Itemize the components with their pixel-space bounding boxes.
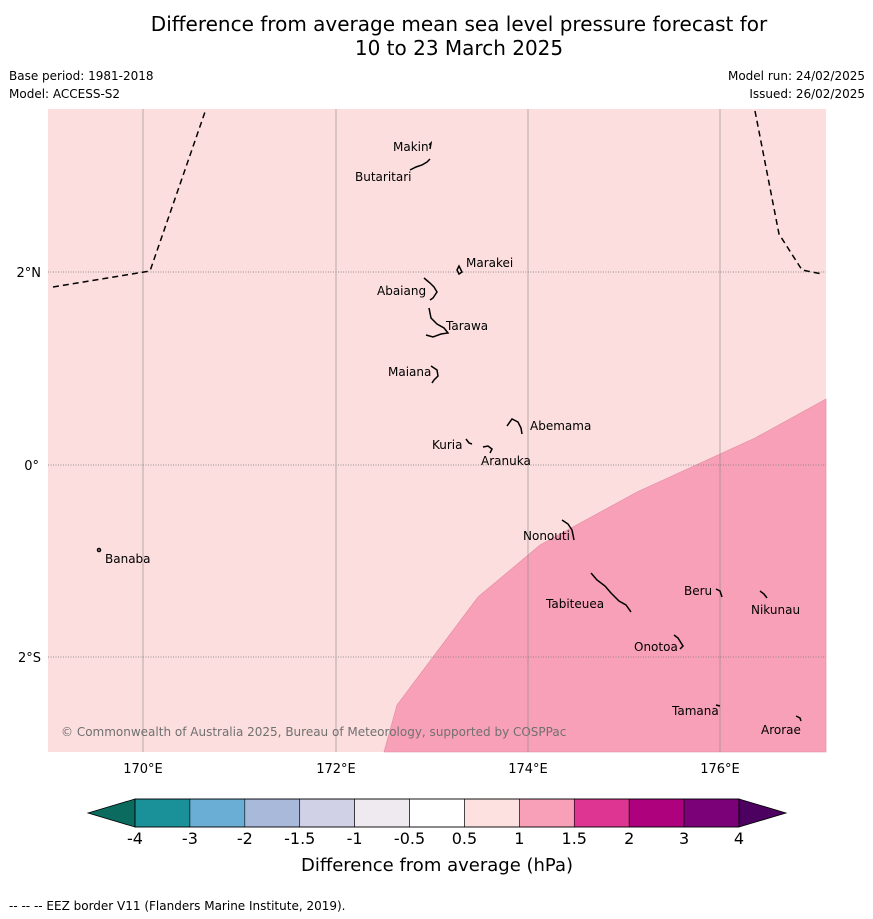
island-label: Makin [393,140,429,154]
y-tick-label: 0° [24,459,39,474]
colorbar-tick-label: -3 [182,829,198,848]
graticule-lat [48,271,826,658]
island-shape-tamana [715,704,721,707]
island-label: Tamana [671,704,719,718]
colorbar: -4 -3 -2 -1.5 -1 -0.5 0.5 1 1.5 2 3 4 Difference fr… [86,798,788,876]
island-label: Nikunau [751,603,800,617]
island-label: Onotoa [634,640,678,654]
base-period: Base period: 1981-2018 [9,69,154,83]
eez-footnote: -- -- -- EEZ border V11 (Flanders Marine… [9,899,346,913]
island-shape-banaba [96,547,102,553]
island-label: Arorae [761,723,801,737]
colorbar-bin [573,798,630,828]
colorbar-tick-label: -1.5 [284,829,315,848]
anomaly-region-1-to-1.5 [383,398,827,753]
x-tick-label: 170°E [123,762,163,777]
x-tick-label: 172°E [316,762,356,777]
island-shape-onotoa [673,634,684,650]
meta-left: Base period: 1981-2018 Model: ACCESS-S2 [9,67,154,103]
island-label: Beru [684,584,712,598]
island-label: Kuria [432,438,463,452]
island-label: Abaiang [377,284,426,298]
island-shape-tabiteuea [590,572,632,613]
island-label: Aranuka [481,454,531,468]
x-tick-label: 176°E [700,762,740,777]
colorbar-frame [134,798,740,828]
island-label: Abemama [530,419,591,433]
island-shape-beru [715,588,723,598]
colorbar-bin [354,798,410,828]
title-line-1: Difference from average mean sea level p… [150,12,768,36]
colorbar-tick-label: -4 [127,829,143,848]
island-label: Banaba [105,552,151,566]
meta-right: Model run: 24/02/2025 Issued: 26/02/2025 [728,67,865,103]
issued-date: Issued: 26/02/2025 [749,87,865,101]
island-shape-nikunau [759,590,768,599]
colorbar-bin [464,798,520,828]
colorbar-tick-label: 2 [624,829,634,848]
island-shape-nonouti [561,519,575,541]
colorbar-tick-label: 4 [734,829,744,848]
y-axis-labels: 2°N 0° 2°S [17,266,42,666]
chart-title: Difference from average mean sea level p… [0,12,873,60]
eez-border [52,108,823,288]
island-shape-kuria [465,438,473,445]
colorbar-bin [134,798,191,828]
colorbar-bin [628,798,685,828]
island-shape-arorae [795,715,802,722]
colorbar-tick-label: 3 [679,829,689,848]
island-shape-tarawa [425,307,450,338]
colorbar-over-arrow [738,798,788,828]
island-label: Nonouti [523,529,570,543]
island-label: Butaritari [355,170,412,184]
x-tick-label: 174°E [508,762,548,777]
island-label: Tabiteuea [545,597,604,611]
island-labels: Makin Butaritari Marakei Abaiang Tarawa … [105,140,801,737]
x-axis-labels: 170°E 172°E 174°E 176°E [123,762,740,777]
model-name: Model: ACCESS-S2 [9,87,121,101]
colorbar-label: Difference from average (hPa) [301,855,573,876]
island-label: Maiana [388,365,431,379]
colorbar-bin [299,798,355,828]
y-tick-label: 2°S [18,651,41,666]
model-run: Model run: 24/02/2025 [727,69,865,83]
y-tick-label: 2°N [17,266,42,281]
island-shape-makin [428,140,433,150]
colorbar-bin [189,798,246,828]
graticule [142,109,721,752]
colorbar-under-arrow [86,798,136,828]
colorbar-bin [519,798,575,828]
colorbar-tick-label: -0.5 [394,829,425,848]
island-label: Tarawa [445,319,488,333]
colorbar-bin [244,798,301,828]
island-shape-butaritari [409,158,431,171]
title-line-2: 10 to 23 March 2025 [354,36,564,60]
colorbar-bin [683,798,740,828]
island-shape-abaiang [423,277,438,301]
island-shape-maiana [430,365,439,384]
colorbar-bin [409,798,465,828]
colorbar-tick-label: 0.5 [452,829,477,848]
island-shape-abemama [506,418,523,435]
island-outlines [96,140,802,722]
colorbar-tick-label: 1.5 [562,829,587,848]
colorbar-tick-label: -1 [347,829,363,848]
island-shape-marakei [456,264,463,276]
copyright-notice: © Commonwealth of Australia 2025, Bureau… [61,725,566,739]
island-shape-aranuka [482,445,493,454]
colorbar-tick-label: 1 [514,829,524,848]
island-label: Marakei [466,256,513,270]
colorbar-tick-label: -2 [237,829,253,848]
